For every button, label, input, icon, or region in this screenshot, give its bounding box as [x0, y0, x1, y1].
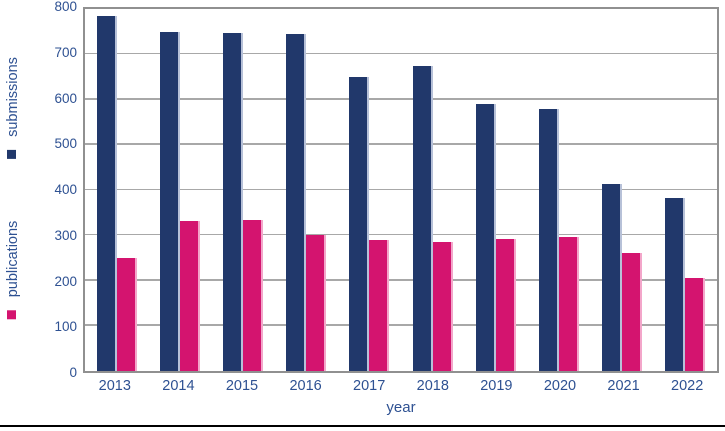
bar-submissions-2013	[96, 16, 117, 371]
x-tick-label-2013: 2013	[98, 378, 131, 394]
y-tick-label-400: 400	[54, 182, 77, 197]
bar-publications-2017	[369, 239, 390, 371]
bar-group-2013	[85, 9, 148, 371]
x-tick-label-2020: 2020	[543, 378, 577, 394]
bar-publications-2015	[243, 220, 263, 371]
bar-publications-2020	[559, 237, 580, 371]
bar-publications-2018	[432, 242, 453, 371]
x-tick-label-2017: 2017	[353, 378, 386, 394]
bar-publications-2021	[622, 253, 643, 371]
gridline-100	[85, 324, 717, 326]
bar-group-2020	[527, 9, 590, 371]
bar-publications-2016	[306, 235, 327, 371]
y-tick-label-100: 100	[54, 319, 77, 335]
bars-layer	[85, 9, 717, 371]
y-tick-label-700: 700	[54, 44, 77, 60]
bar-group-2021	[591, 9, 654, 371]
bar-submissions-2020	[539, 108, 560, 371]
bar-submissions-2015	[223, 32, 243, 371]
bar-group-2015	[211, 9, 274, 371]
bar-publications-2019	[495, 238, 516, 371]
gridline-700	[85, 52, 717, 55]
bar-group-2017	[338, 9, 401, 371]
bar-publications-2013	[116, 257, 137, 371]
bar-group-2014	[148, 9, 211, 371]
bar-submissions-2014	[159, 31, 180, 371]
x-tick-label-2015: 2015	[225, 378, 259, 394]
bar-submissions-2021	[602, 183, 623, 371]
x-tick-label-2019: 2019	[480, 378, 513, 394]
bar-group-2019	[464, 9, 527, 371]
grid-layer	[85, 9, 717, 371]
bar-submissions-2018	[412, 66, 433, 371]
y-tick-label-300: 300	[54, 227, 77, 243]
bar-publications-2014	[179, 220, 200, 371]
bar-submissions-2022	[665, 197, 686, 371]
bar-group-2018	[401, 9, 464, 371]
y-axis-labels: 0 100 200 300 400 500 600 700 800	[0, 0, 77, 380]
bottom-rule	[0, 425, 725, 427]
bar-submissions-2016	[286, 34, 307, 371]
x-tick-label-2021: 2021	[607, 378, 640, 394]
x-tick-label-2022: 2022	[671, 378, 704, 394]
x-axis-title: year	[386, 399, 416, 416]
gridline-200	[85, 279, 717, 281]
bar-group-2016	[275, 9, 338, 371]
x-tick-label-2016: 2016	[289, 378, 322, 394]
y-tick-label-600: 600	[54, 90, 77, 106]
x-tick-label-2014: 2014	[162, 378, 195, 394]
plot-area	[83, 7, 719, 373]
y-tick-label-200: 200	[54, 273, 77, 289]
gridline-300	[85, 233, 717, 236]
y-tick-label-800: 800	[54, 0, 77, 14]
gridline-500	[85, 143, 717, 145]
x-axis-labels: 2013 2014 2015 2016 2017 2018 2019 2020 2021 2022	[83, 378, 719, 394]
y-tick-label-500: 500	[54, 136, 77, 152]
x-tick-label-2018: 2018	[416, 378, 449, 394]
bar-publications-2022	[685, 277, 706, 371]
bar-submissions-2017	[349, 76, 370, 371]
gridline-600	[85, 98, 717, 100]
y-tick-label-0: 0	[69, 365, 77, 380]
bar-group-2022	[654, 9, 717, 371]
gridline-400	[85, 188, 717, 190]
bar-submissions-2019	[475, 104, 496, 371]
